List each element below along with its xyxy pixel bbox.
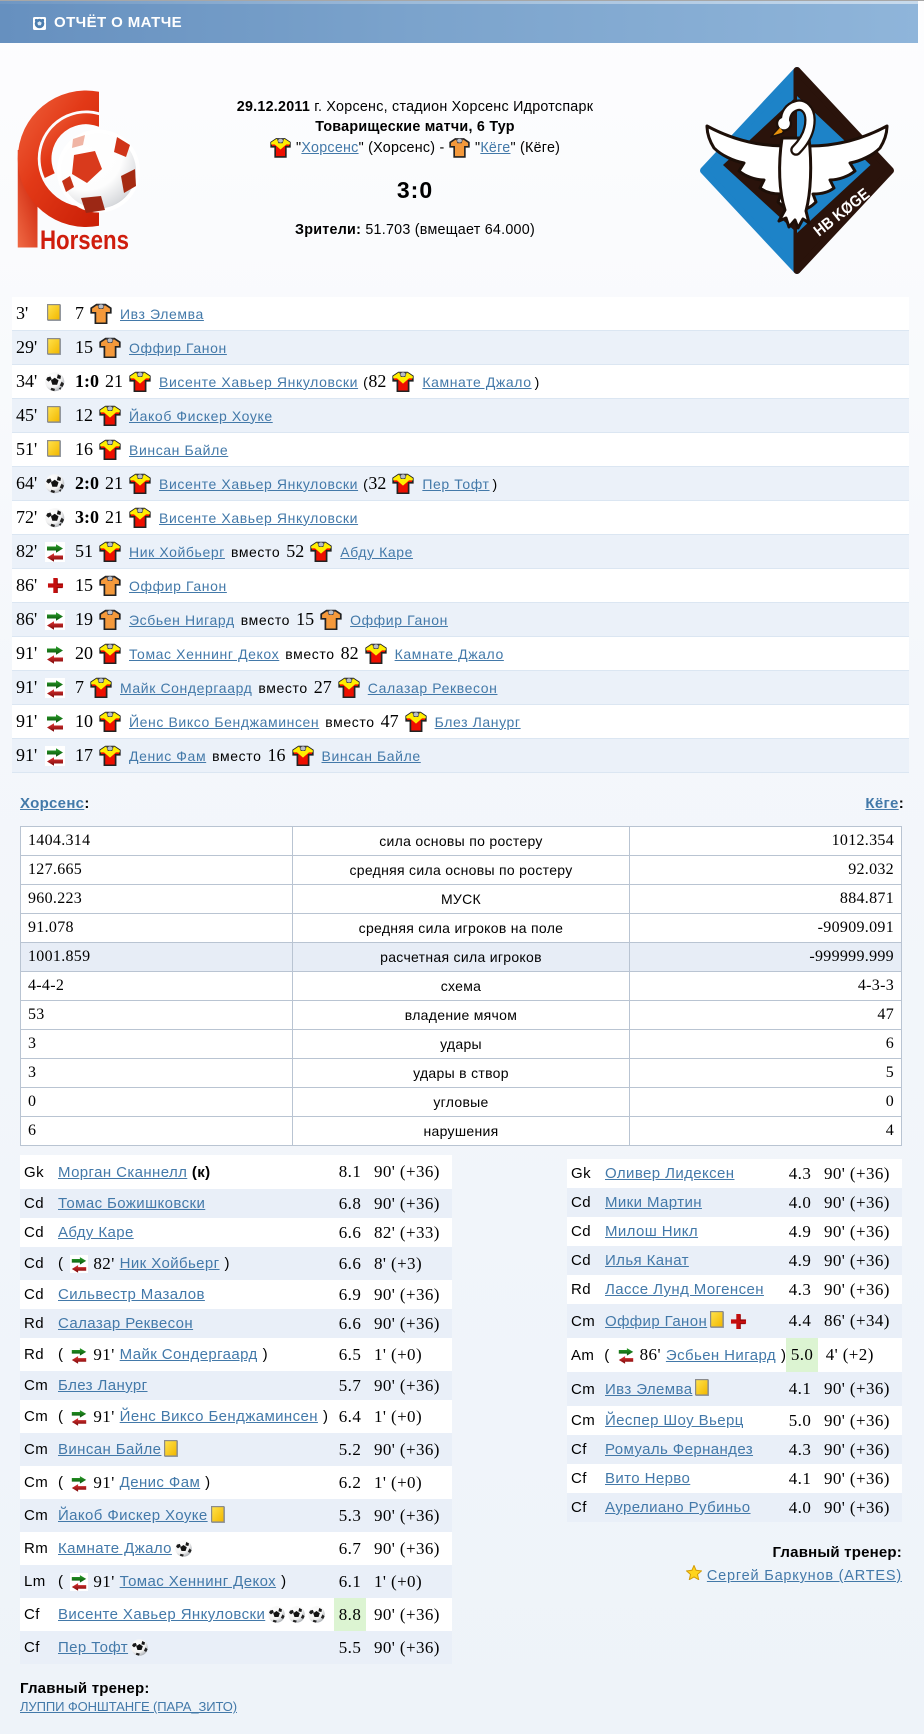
svg-text:Horsens: Horsens	[40, 225, 129, 255]
